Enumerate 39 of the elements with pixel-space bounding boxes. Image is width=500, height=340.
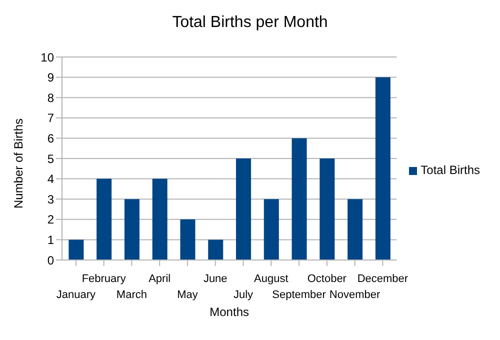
- bar: [152, 178, 168, 260]
- y-tick-label: 7: [47, 111, 54, 126]
- y-axis-title: Number of Births: [11, 118, 26, 208]
- y-tick-label: 4: [47, 172, 54, 186]
- y-tick-label: 10: [40, 50, 54, 64]
- y-tick-label: 5: [47, 152, 54, 166]
- x-axis-title: Months: [210, 305, 249, 319]
- y-tick-label: 2: [47, 212, 54, 227]
- x-tick-label: November: [329, 289, 381, 301]
- legend-label: Total Births: [420, 163, 480, 177]
- bar: [264, 199, 279, 260]
- chart-title: Total Births per Month: [171, 14, 329, 32]
- y-tick-label: 1: [47, 232, 54, 247]
- y-tick-label: 9: [47, 70, 54, 85]
- bar: [292, 138, 307, 260]
- y-tick-label: 0: [47, 253, 54, 268]
- bar: [320, 158, 335, 260]
- x-tick-label: June: [203, 273, 228, 285]
- x-tick-label: March: [116, 289, 147, 301]
- bar: [208, 240, 224, 260]
- x-tick-label: January: [56, 289, 96, 301]
- bar: [348, 199, 363, 260]
- x-tick-label: September: [272, 289, 326, 301]
- x-tick-label: December: [357, 273, 408, 285]
- x-tick-label: October: [307, 273, 347, 285]
- y-tick-label: 3: [47, 192, 54, 206]
- y-tick-label: 6: [47, 131, 54, 146]
- bar: [96, 178, 112, 260]
- bar: [375, 77, 390, 260]
- y-tick-label: 8: [47, 90, 54, 105]
- bar: [68, 240, 84, 260]
- bar: [180, 219, 196, 260]
- bar: [124, 199, 140, 260]
- x-tick-label: April: [148, 273, 171, 285]
- x-tick-label: May: [177, 289, 198, 301]
- x-tick-label: July: [233, 289, 254, 301]
- bar: [236, 158, 252, 260]
- x-tick-label: August: [254, 273, 288, 285]
- x-tick-label: February: [82, 273, 126, 285]
